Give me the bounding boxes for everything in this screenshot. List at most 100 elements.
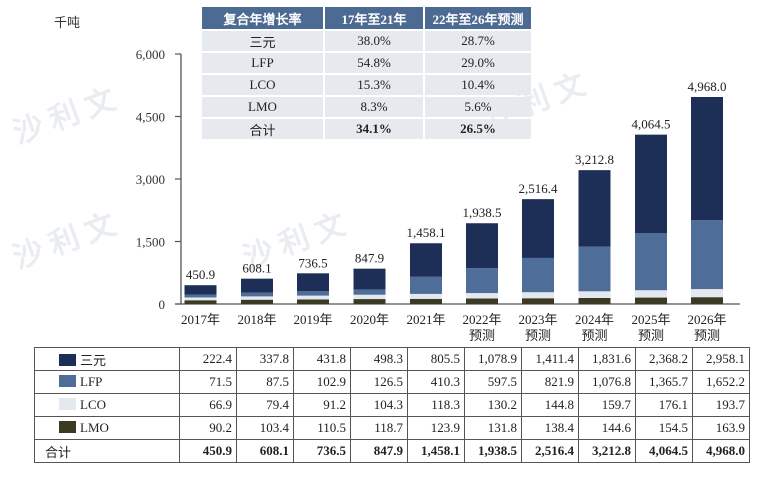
cagr-total-row: 合计 34.1% 26.5% (202, 119, 531, 139)
legend-entry: 三元 (34, 347, 180, 371)
x-tick-sublabel: 预测 (638, 328, 664, 343)
legend-label: 三元 (80, 352, 107, 368)
data-cell: 71.5 (179, 370, 237, 394)
bar-segment (635, 134, 667, 234)
cagr-row: LCO 15.3% 10.4% (202, 75, 531, 95)
data-table: 三元 222.4 337.8 431.8 498.3 805.5 1,078.9 1,411.… (34, 347, 750, 463)
cagr-value: 8.3% (323, 97, 423, 117)
bar-total-label: 2,516.4 (519, 181, 559, 196)
total-row-label: 合计 (34, 439, 180, 463)
legend-label: LFP (80, 374, 103, 389)
data-cell: 159.7 (578, 393, 636, 417)
data-cell: 1,652.2 (692, 370, 750, 394)
bar-segment (297, 295, 329, 300)
data-cell: 805.5 (407, 347, 465, 371)
bar-segment (353, 299, 386, 304)
data-cell: 118.3 (407, 393, 465, 417)
data-cell: 597.5 (464, 370, 522, 394)
data-cell: 123.9 (407, 416, 465, 440)
cagr-header: 22年至26年预测 (423, 7, 531, 29)
legend-entry: LMO (34, 416, 180, 440)
data-table-row: LFP 71.5 87.5 102.9 126.5 410.3 597.5 821.9 1,07… (34, 370, 750, 394)
bar-segment (466, 298, 498, 304)
data-cell: 1,831.6 (578, 347, 636, 371)
legend-entry: LCO (34, 393, 180, 417)
data-cell: 102.9 (293, 370, 351, 394)
total-cell: 1,458.1 (407, 439, 465, 463)
total-cell: 847.9 (350, 439, 408, 463)
x-tick-sublabel: 预测 (694, 328, 720, 343)
y-tick-label: 6,000 (136, 47, 165, 62)
cagr-row: LFP 54.8% 29.0% (202, 53, 531, 73)
data-cell: 176.1 (635, 393, 693, 417)
bar-segment (410, 243, 442, 277)
bar-segment (353, 294, 386, 300)
data-table-row: LCO 66.9 79.4 91.2 104.3 118.3 130.2 144.8 159.7… (34, 393, 750, 417)
cagr-row: LMO 8.3% 5.6% (202, 97, 531, 117)
cagr-row: 三元 38.0% 28.7% (202, 31, 531, 51)
y-tick-label: 3,000 (136, 172, 165, 187)
data-cell: 1,411.4 (521, 347, 579, 371)
data-cell: 431.8 (293, 347, 351, 371)
legend-swatch (59, 375, 76, 387)
cagr-row-label: LMO (202, 97, 323, 117)
data-cell: 2,958.1 (692, 347, 750, 371)
cagr-value: 34.1% (323, 119, 423, 139)
bar-segment (410, 293, 442, 299)
data-cell: 104.3 (350, 393, 408, 417)
y-tick-label: 1,500 (136, 235, 165, 250)
bar-segment (241, 292, 273, 297)
data-cell: 118.7 (350, 416, 408, 440)
x-tick-label: 2019年 (293, 312, 332, 327)
cagr-value: 5.6% (423, 97, 531, 117)
bar-segment (410, 298, 442, 304)
data-cell: 222.4 (179, 347, 237, 371)
data-cell: 138.4 (521, 416, 579, 440)
bar-segment (466, 293, 498, 299)
stacked-bar-chart: 0 1,500 3,000 4,500 6,000 450.9 2017年 608.1 201… (136, 47, 740, 343)
bar-segment (184, 294, 217, 298)
cagr-table: 复合年增长率 17年至21年 22年至26年预测 三元 38.0% 28.7% … (202, 5, 531, 141)
total-cell: 3,212.8 (578, 439, 636, 463)
bar-segment (635, 297, 667, 304)
data-table-row: LMO 90.2 103.4 110.5 118.7 123.9 131.8 138.4 144… (34, 416, 750, 440)
bar-total-label: 608.1 (242, 261, 271, 276)
legend-swatch (59, 398, 76, 410)
cagr-header: 复合年增长率 (202, 7, 323, 29)
cagr-value: 38.0% (323, 31, 423, 51)
cagr-value: 54.8% (323, 53, 423, 73)
y-tick-label: 0 (159, 297, 166, 312)
bar-segment (578, 246, 611, 292)
bar-segment (522, 298, 554, 304)
data-cell: 1,078.9 (464, 347, 522, 371)
data-cell: 144.6 (578, 416, 636, 440)
total-cell: 2,516.4 (521, 439, 579, 463)
bar-segment (184, 285, 217, 295)
data-cell: 498.3 (350, 347, 408, 371)
bar-segment (522, 292, 554, 299)
cagr-header: 17年至21年 (323, 7, 423, 29)
legend-swatch (59, 421, 76, 433)
data-cell: 144.8 (521, 393, 579, 417)
bar-segment (691, 297, 723, 304)
cagr-value: 10.4% (423, 75, 531, 95)
data-table-total-row: 合计 450.9 608.1 736.5 847.9 1,458.1 1,938.5 2,51… (34, 439, 750, 463)
bar-segment (635, 233, 667, 291)
bar-segment (691, 220, 723, 290)
data-cell: 103.4 (236, 416, 294, 440)
total-cell: 736.5 (293, 439, 351, 463)
total-cell: 450.9 (179, 439, 237, 463)
data-cell: 1,365.7 (635, 370, 693, 394)
bar-total-label: 4,968.0 (688, 79, 727, 94)
bar-segment (353, 289, 386, 295)
data-cell: 154.5 (635, 416, 693, 440)
cagr-value: 26.5% (423, 119, 531, 139)
data-cell: 66.9 (179, 393, 237, 417)
data-cell: 821.9 (521, 370, 579, 394)
bar-segment (353, 268, 386, 290)
bar-segment (691, 289, 723, 298)
data-cell: 79.4 (236, 393, 294, 417)
bar-segment (184, 297, 217, 301)
bar-segment (297, 299, 329, 304)
bar-segment (691, 97, 723, 221)
